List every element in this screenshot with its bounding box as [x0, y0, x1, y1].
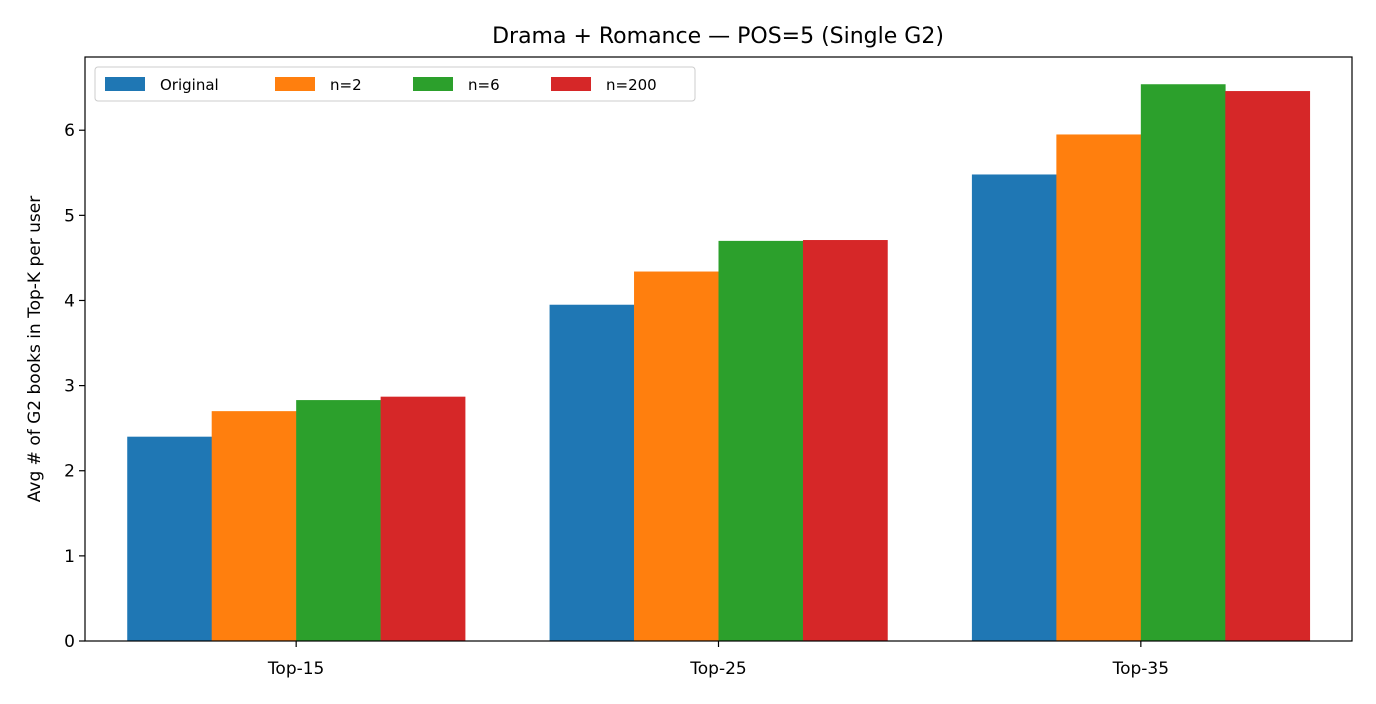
y-tick-label: 5 — [64, 206, 75, 226]
bar-n-200-top-25 — [802, 240, 888, 641]
y-axis-label: Avg # of G2 books in Top-K per user — [25, 196, 45, 502]
legend-swatch-n-6 — [413, 77, 453, 91]
axes-group: 0 1 2 3 4 5 6 Top-15 Top-25 Top-35 — [64, 56, 1353, 679]
y-tick-label: 0 — [64, 632, 75, 652]
legend: Original n=2 n=6 n=200 — [94, 66, 696, 102]
bars-group — [127, 84, 1311, 642]
bar-n-6-top-15 — [296, 400, 381, 641]
x-tick-label: Top-35 — [1112, 659, 1169, 679]
x-tick-label: Top-25 — [689, 659, 746, 679]
legend-label-n-200: n=200 — [606, 76, 657, 94]
legend-swatch-n-2 — [275, 77, 315, 91]
chart-title: Drama + Romance — POS=5 (Single G2) — [492, 24, 944, 49]
legend-label-n-2: n=2 — [330, 76, 362, 94]
bar-n-200-top-35 — [1225, 91, 1311, 641]
y-tick-label: 2 — [64, 462, 75, 482]
y-tick-label: 6 — [64, 121, 75, 141]
legend-swatch-n-200 — [551, 77, 591, 91]
x-tick-label: Top-15 — [267, 659, 324, 679]
y-tick-label: 3 — [64, 377, 75, 397]
bar-n-6-top-25 — [718, 240, 804, 642]
bar-original-top-35 — [971, 174, 1057, 641]
bar-n-2-top-25 — [634, 271, 719, 641]
legend-swatch-original — [105, 77, 145, 91]
legend-label-n-6: n=6 — [468, 76, 500, 94]
bar-n-200-top-15 — [380, 396, 466, 641]
bar-n-2-top-35 — [1056, 134, 1142, 641]
bar-original-top-15 — [127, 436, 212, 641]
legend-box — [94, 66, 696, 102]
bar-n-6-top-35 — [1140, 84, 1226, 641]
legend-label-original: Original — [160, 76, 219, 94]
bar-n-2-top-15 — [211, 411, 297, 641]
y-tick-label: 4 — [64, 291, 75, 311]
y-tick-label: 1 — [64, 547, 75, 567]
bar-original-top-25 — [549, 304, 635, 641]
